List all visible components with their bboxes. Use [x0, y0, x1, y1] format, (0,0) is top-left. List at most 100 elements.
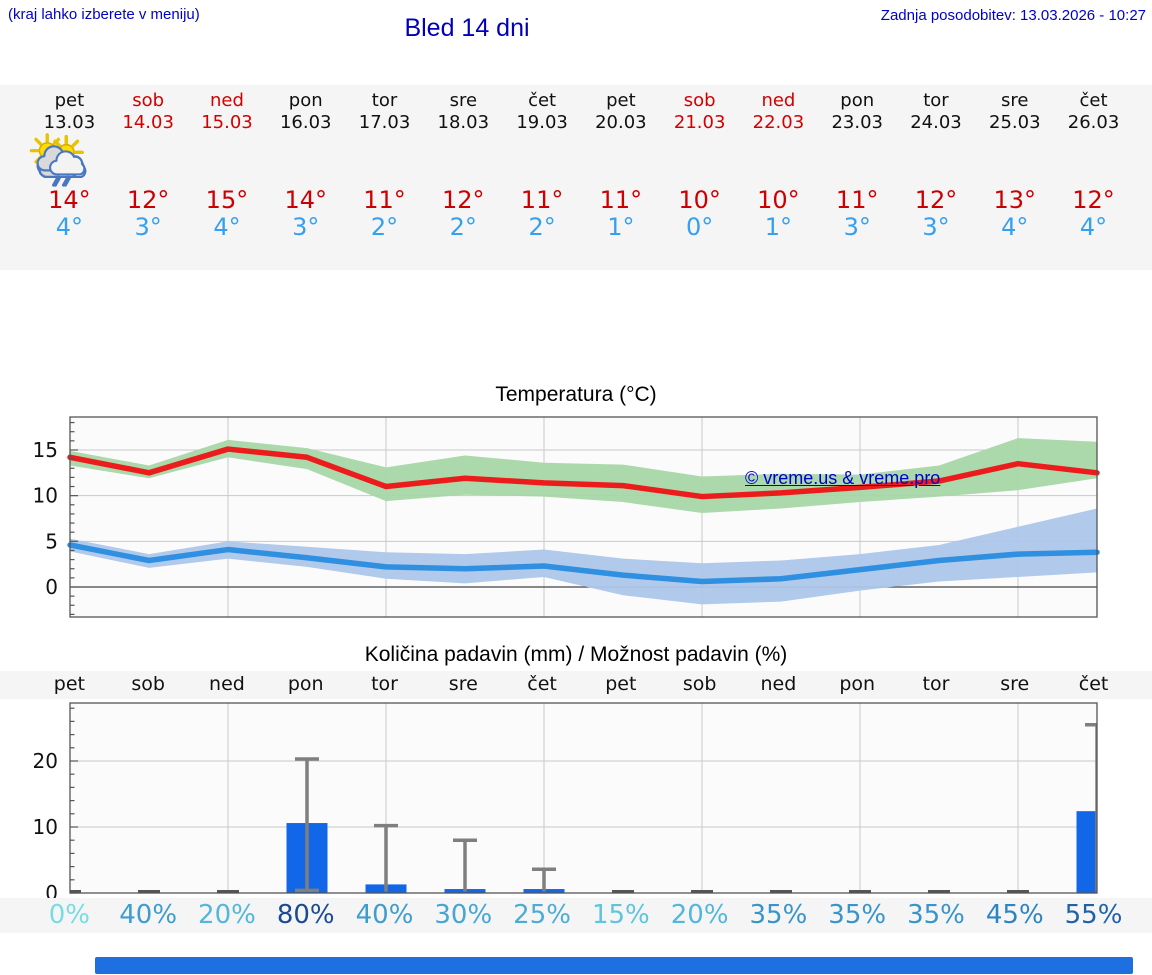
high-temperature: 12° [1072, 186, 1115, 214]
forecast-day-column: sre 18.03 12° 2° [29, 90, 503, 241]
page-title: Bled 14 dni [404, 14, 530, 42]
day-date: 26.03 [1067, 112, 1120, 133]
watermark-link[interactable]: © vreme.us & vreme.pro [745, 468, 941, 488]
temperature-chart: 0 5 10 15 [33, 416, 1100, 618]
low-temperature: 4° [1079, 213, 1108, 241]
forecast-day-column: sob 14.03 12° 3° [38, 90, 188, 241]
forecast-days-row: pet 13.03 14° 4° sob 14.03 12° 3° ned 15.03 15° 4° p… [29, 90, 1133, 241]
probability-column: 45% [975, 900, 1054, 930]
day-date: 14.03 [122, 112, 174, 133]
probability-column: 55% [1054, 900, 1133, 930]
precip-probability: 35% [828, 900, 887, 930]
forecast-day-column: sob 21.03 10° 0° [38, 90, 739, 241]
precipitation-chart-title: Količina padavin (mm) / Možnost padavin … [364, 643, 788, 666]
precip-day-column: sob [109, 673, 188, 695]
high-temperature: 12° [914, 186, 958, 214]
day-date: 20.03 [595, 112, 647, 133]
high-temperature: 15° [205, 186, 249, 214]
weather-icon-wrap [36, 137, 807, 186]
forecast-day-column: čet 26.03 12° 4° [36, 90, 1133, 241]
day-date: 16.03 [279, 112, 332, 133]
weather-icon-wrap [36, 137, 965, 186]
probability-column: 80% [266, 900, 345, 930]
high-temperature: 14° [284, 186, 327, 214]
day-name: tor [371, 90, 398, 111]
probability-column: 20% [188, 900, 267, 930]
probability-column: 35% [897, 900, 976, 930]
forecast-day-column: ned 22.03 10° 1° [36, 90, 818, 241]
low-temperature: 4° [1001, 213, 1029, 241]
temp-ytick-label: 15 [33, 438, 58, 462]
weather-icon-wrap [36, 137, 886, 186]
forecast-day-column: tor 17.03 11° 2° [29, 90, 424, 241]
day-name: sre [1001, 90, 1029, 111]
precip-day-label: pon [287, 673, 324, 695]
probability-column: 30% [424, 900, 503, 930]
low-temperature: 3° [922, 213, 950, 241]
probability-column: 40% [345, 900, 424, 930]
weather-icon-wrap [29, 133, 492, 187]
temp-ytick-label: 10 [33, 484, 58, 508]
forecast-day-column: pon 16.03 14° 3° [36, 90, 345, 241]
precip-day-column: tor [897, 673, 976, 695]
day-date: 18.03 [437, 112, 490, 133]
precip-ytick-label: 10 [33, 815, 58, 839]
precip-day-label: sob [131, 673, 165, 695]
location-menu-hint: (kraj lahko izberete v meniju) [8, 6, 200, 23]
weather-icon-wrap [38, 135, 650, 186]
day-name: ned [761, 90, 796, 111]
forecast-day-column: tor 24.03 12° 3° [36, 90, 976, 241]
precip-day-column: sre [424, 673, 503, 695]
precip-day-column: sob [660, 673, 739, 695]
precip-probability: 35% [907, 900, 965, 930]
precip-day-column: sre [975, 673, 1054, 695]
temperature-chart-title: Temperatura (°C) [495, 383, 657, 406]
precip-probability: 0% [48, 900, 91, 930]
precip-day-label: ned [760, 673, 797, 695]
day-name: sob [683, 90, 716, 111]
low-temperature: 2° [449, 213, 477, 241]
precip-probability: 15% [591, 900, 650, 930]
precip-probability: 40% [119, 900, 178, 930]
low-temperature: 3° [292, 213, 320, 241]
precip-day-label: ned [209, 673, 245, 695]
precip-probability: 40% [355, 900, 414, 930]
forecast-strip: pet 13.03 14° 4° sob 14.03 12° 3° ned 15.03 15° 4° p… [0, 85, 1152, 270]
low-temperature: 1° [764, 213, 793, 241]
day-date: 21.03 [673, 112, 726, 133]
day-date: 13.03 [43, 112, 96, 133]
low-temperature: 3° [134, 213, 162, 241]
day-name: sob [132, 90, 165, 111]
day-name: pon [288, 90, 323, 111]
precipitation-probability-row: 0% 40% 20% 80% 40% 30% 25% 15% 20% 35% 35% 35% 45% 55… [0, 898, 1152, 933]
precip-probability: 20% [670, 900, 729, 930]
precip-day-label: pet [53, 673, 85, 695]
day-name: sre [449, 90, 478, 111]
precipitation-day-labels: pet sob ned pon tor sre čet pet sob ned pon tor sre č… [0, 671, 1152, 699]
precip-day-label: tor [922, 673, 950, 695]
weather-icon-wrap [29, 133, 414, 187]
day-name: pet [54, 90, 85, 111]
probability-column: 0% [30, 900, 109, 930]
low-temperature: 4° [55, 213, 84, 241]
precip-probability: 35% [749, 900, 808, 930]
low-temperature: 1° [607, 213, 635, 241]
last-update-label: Zadnja posodobitev: 13.03.2026 - 10:27 [880, 7, 1146, 24]
weather-icon-wrap [38, 135, 177, 186]
high-temperature: 13° [993, 186, 1037, 214]
bottom-scrollbar[interactable] [95, 957, 1133, 974]
low-temperature: 2° [370, 213, 399, 241]
day-date: 19.03 [516, 112, 568, 133]
high-temperature: 11° [599, 186, 643, 214]
weather-icon-wrap [38, 135, 1044, 186]
probability-column: 40% [109, 900, 188, 930]
weather-icon-wrap [36, 137, 335, 187]
probability-column: 25% [503, 900, 582, 930]
day-date: 17.03 [358, 112, 411, 133]
day-date: 23.03 [831, 112, 883, 133]
precip-day-label: sob [682, 673, 717, 695]
precip-day-column: čet [503, 673, 582, 695]
forecast-day-column: pon 23.03 11° 3° [36, 90, 897, 241]
